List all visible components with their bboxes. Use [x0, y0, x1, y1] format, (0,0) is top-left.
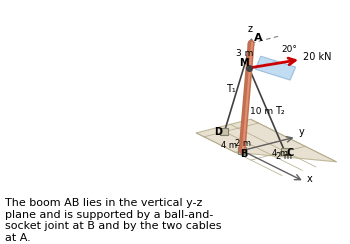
Bar — [281, 148, 289, 155]
Text: M: M — [239, 58, 248, 68]
Text: 20 kN: 20 kN — [303, 52, 331, 62]
Polygon shape — [196, 119, 336, 162]
Text: A: A — [254, 33, 263, 43]
Text: B: B — [240, 150, 247, 160]
Bar — [220, 128, 229, 135]
Text: T₁: T₁ — [226, 84, 236, 94]
Text: The boom AB lies in the vertical y-z
plane and is supported by a ball-and-
socke: The boom AB lies in the vertical y-z pla… — [5, 198, 222, 243]
Text: 3 m: 3 m — [236, 49, 253, 58]
Text: 20°: 20° — [281, 45, 297, 54]
Text: D: D — [215, 127, 222, 137]
Text: 2 m: 2 m — [235, 139, 251, 148]
Text: y: y — [299, 127, 304, 137]
Text: C: C — [287, 148, 294, 158]
Text: 2 m: 2 m — [276, 152, 292, 161]
Text: T₂: T₂ — [275, 106, 285, 116]
Text: 4 m: 4 m — [272, 149, 288, 158]
Polygon shape — [256, 56, 296, 80]
Bar — [238, 147, 246, 154]
Text: z: z — [248, 24, 253, 34]
Text: 4 m: 4 m — [221, 141, 237, 150]
Text: 10 m: 10 m — [251, 107, 274, 116]
Text: x: x — [306, 174, 312, 184]
